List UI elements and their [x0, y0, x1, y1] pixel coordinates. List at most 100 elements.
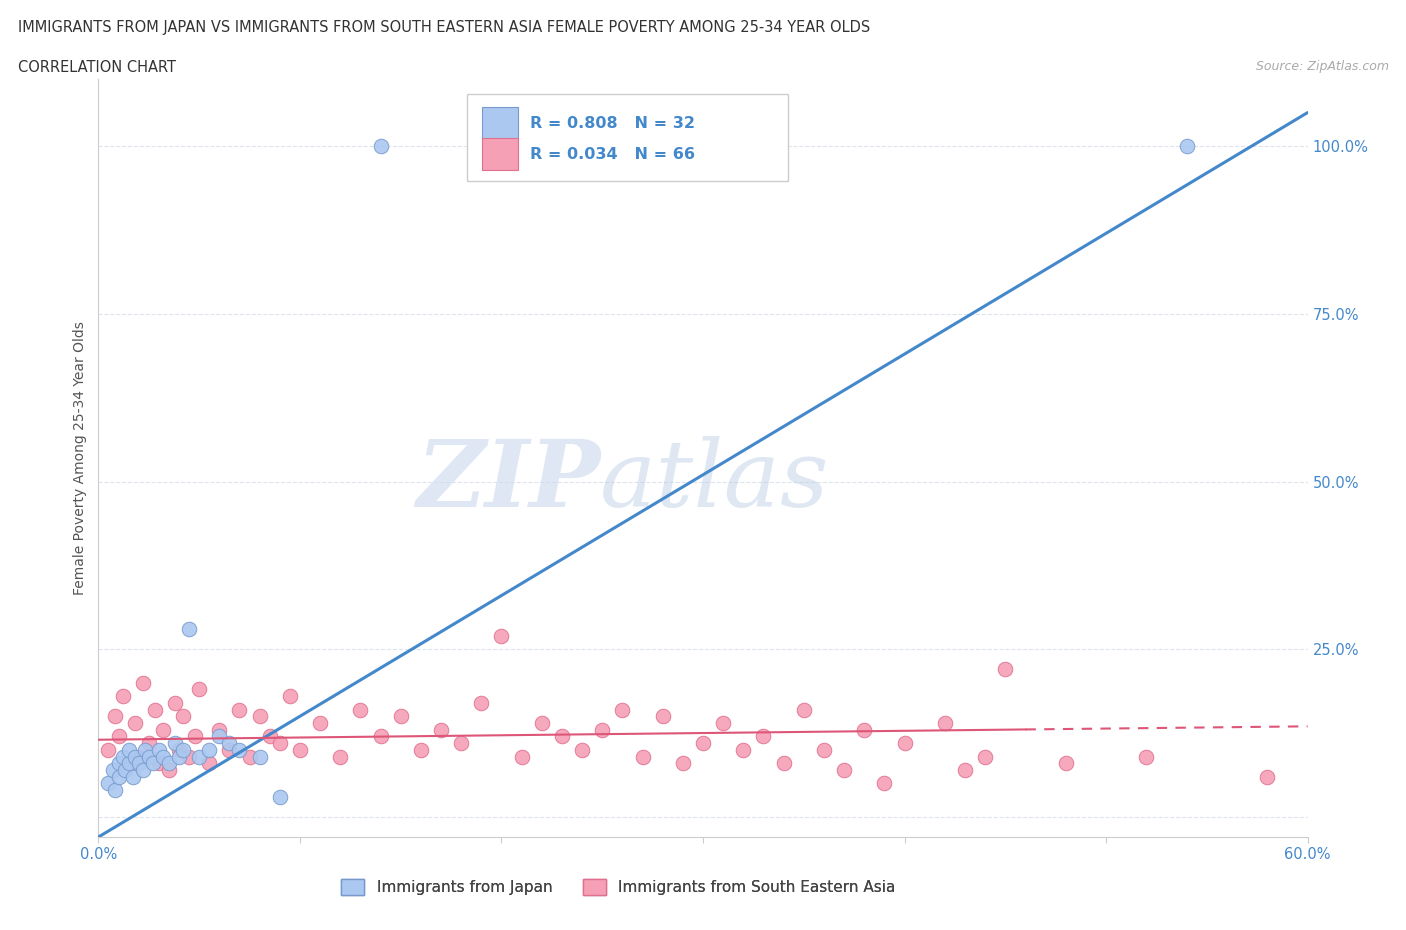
Point [239, 749, 262, 764]
Point [631, 749, 654, 764]
Point [510, 749, 533, 764]
Point [853, 723, 876, 737]
Text: R = 0.808   N = 32: R = 0.808 N = 32 [530, 115, 695, 130]
Point [1256, 769, 1278, 784]
Point [934, 715, 956, 730]
Bar [482, 107, 517, 139]
Text: ZIP: ZIP [416, 436, 600, 525]
Point [772, 756, 794, 771]
Point [208, 729, 231, 744]
Point [103, 783, 125, 798]
Point [97, 776, 120, 790]
Point [128, 756, 150, 771]
Point [733, 742, 755, 757]
Point [152, 749, 174, 764]
Point [148, 756, 170, 771]
Point [218, 736, 240, 751]
Point [97, 742, 120, 757]
Point [974, 749, 997, 764]
Point [329, 749, 352, 764]
Point [832, 763, 855, 777]
Bar [482, 139, 517, 170]
Point [132, 675, 155, 690]
Point [118, 756, 141, 771]
Point [349, 702, 371, 717]
Point [793, 702, 815, 717]
Point [118, 756, 141, 771]
Point [177, 621, 201, 636]
Legend: Immigrants from Japan, Immigrants from South Eastern Asia: Immigrants from Japan, Immigrants from S… [336, 873, 901, 901]
Point [132, 763, 155, 777]
Point [172, 742, 194, 757]
Point [370, 139, 392, 153]
Text: IMMIGRANTS FROM JAPAN VS IMMIGRANTS FROM SOUTH EASTERN ASIA FEMALE POVERTY AMONG: IMMIGRANTS FROM JAPAN VS IMMIGRANTS FROM… [18, 20, 870, 35]
Point [103, 709, 125, 724]
Point [752, 729, 775, 744]
Point [198, 742, 221, 757]
Point [188, 749, 211, 764]
Point [269, 790, 291, 804]
Point [994, 662, 1017, 677]
Point [124, 715, 146, 730]
Point [228, 742, 250, 757]
Point [121, 769, 143, 784]
Point [163, 696, 186, 711]
Text: R = 0.034   N = 66: R = 0.034 N = 66 [530, 147, 695, 162]
Text: atlas: atlas [600, 436, 830, 525]
Point [249, 749, 271, 764]
Point [612, 702, 634, 717]
Point [551, 729, 574, 744]
Point [148, 742, 170, 757]
Point [491, 629, 513, 644]
Point [152, 723, 174, 737]
Point [107, 729, 129, 744]
Point [208, 723, 231, 737]
Point [138, 749, 160, 764]
Point [651, 709, 673, 724]
Y-axis label: Female Poverty Among 25-34 Year Olds: Female Poverty Among 25-34 Year Olds [73, 321, 87, 595]
Point [1054, 756, 1077, 771]
Point [288, 742, 311, 757]
Point [692, 736, 714, 751]
Point [1175, 139, 1198, 153]
Text: CORRELATION CHART: CORRELATION CHART [18, 60, 176, 75]
Point [571, 742, 593, 757]
Point [118, 742, 141, 757]
Point [111, 689, 134, 704]
Point [591, 723, 613, 737]
Point [143, 702, 166, 717]
Point [177, 749, 201, 764]
Point [172, 709, 194, 724]
Point [111, 749, 134, 764]
Text: Source: ZipAtlas.com: Source: ZipAtlas.com [1256, 60, 1389, 73]
Point [167, 749, 190, 764]
Point [259, 729, 281, 744]
Point [134, 742, 156, 757]
Point [163, 736, 186, 751]
Point [1135, 749, 1157, 764]
Point [157, 763, 180, 777]
Point [142, 756, 165, 771]
Point [188, 682, 211, 697]
Point [953, 763, 976, 777]
Point [893, 736, 915, 751]
Point [269, 736, 291, 751]
Point [470, 696, 492, 711]
Point [167, 742, 190, 757]
Point [138, 736, 160, 751]
Point [389, 709, 412, 724]
Point [228, 702, 250, 717]
Point [530, 715, 553, 730]
Point [813, 742, 835, 757]
Point [278, 689, 301, 704]
Point [218, 742, 240, 757]
Point [198, 756, 221, 771]
Point [711, 715, 734, 730]
Point [873, 776, 896, 790]
Point [430, 723, 453, 737]
Point [128, 749, 150, 764]
Point [114, 763, 136, 777]
Point [101, 763, 124, 777]
Point [107, 756, 129, 771]
Point [672, 756, 695, 771]
